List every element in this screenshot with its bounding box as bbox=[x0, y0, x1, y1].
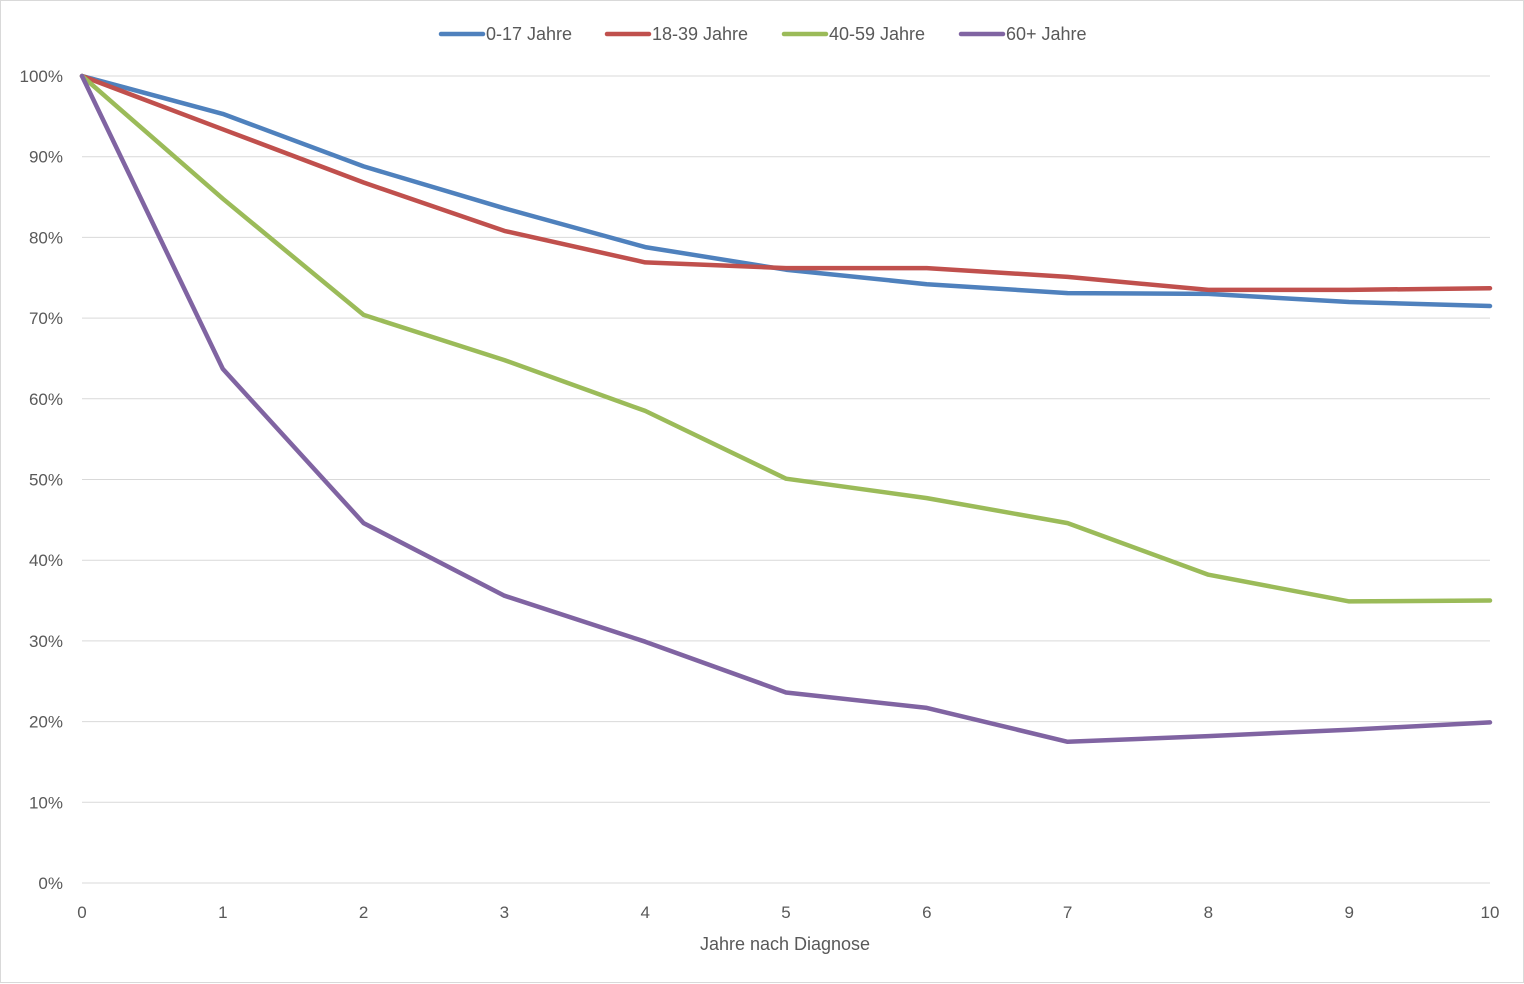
y-tick-label: 0% bbox=[38, 874, 63, 893]
series-line-1 bbox=[79, 73, 1493, 309]
legend: 0-17 Jahre 18-39 Jahre 40-59 Jahre 60+ Jahr… bbox=[438, 24, 1087, 44]
y-tick-label: 50% bbox=[29, 471, 63, 490]
x-tick-label: 2 bbox=[359, 903, 368, 922]
legend-label: 60+ Jahre bbox=[1006, 24, 1087, 44]
series-lines bbox=[79, 73, 1493, 745]
y-tick-label: 30% bbox=[29, 632, 63, 651]
y-tick-label: 80% bbox=[29, 228, 63, 247]
x-tick-label: 9 bbox=[1344, 903, 1353, 922]
series-line-2 bbox=[79, 73, 1493, 293]
y-tick-label: 60% bbox=[29, 390, 63, 409]
y-axis-tick-labels: 0% 10% 20% 30% 40% 50% 60% 70% 80% 90% 100% bbox=[20, 67, 63, 893]
x-tick-label: 6 bbox=[922, 903, 931, 922]
x-tick-label: 1 bbox=[218, 903, 227, 922]
x-tick-label: 3 bbox=[500, 903, 509, 922]
x-tick-label: 10 bbox=[1481, 903, 1500, 922]
y-tick-label: 100% bbox=[20, 67, 63, 86]
legend-label: 40-59 Jahre bbox=[829, 24, 925, 44]
x-tick-label: 4 bbox=[640, 903, 649, 922]
x-tick-label: 7 bbox=[1063, 903, 1072, 922]
y-tick-label: 90% bbox=[29, 148, 63, 167]
x-tick-label: 8 bbox=[1204, 903, 1213, 922]
x-tick-label: 5 bbox=[781, 903, 790, 922]
legend-label: 18-39 Jahre bbox=[652, 24, 748, 44]
series-line-3 bbox=[79, 73, 1493, 604]
x-tick-label: 0 bbox=[77, 903, 86, 922]
series-line-4 bbox=[79, 73, 1493, 745]
y-tick-label: 70% bbox=[29, 309, 63, 328]
x-axis-title: Jahre nach Diagnose bbox=[700, 934, 870, 954]
y-tick-label: 20% bbox=[29, 713, 63, 732]
y-tick-label: 10% bbox=[29, 793, 63, 812]
y-tick-label: 40% bbox=[29, 551, 63, 570]
legend-label: 0-17 Jahre bbox=[486, 24, 572, 44]
x-axis-tick-labels: 0 1 2 3 4 5 6 7 8 9 10 bbox=[77, 903, 1499, 922]
